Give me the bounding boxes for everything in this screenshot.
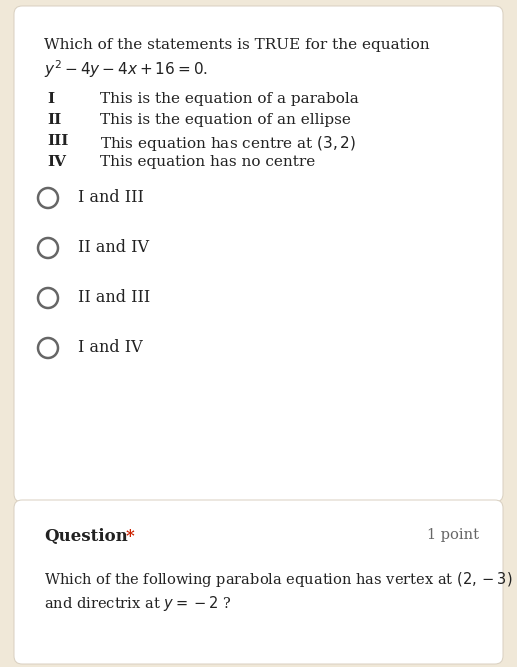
Text: I and IV: I and IV (78, 340, 143, 356)
Text: III: III (47, 134, 68, 148)
Circle shape (38, 188, 58, 208)
Text: Question: Question (44, 528, 128, 545)
FancyBboxPatch shape (14, 6, 503, 502)
Text: This is the equation of a parabola: This is the equation of a parabola (100, 92, 359, 106)
Text: This is the equation of an ellipse: This is the equation of an ellipse (100, 113, 351, 127)
Text: This equation has centre at $(3,2)$: This equation has centre at $(3,2)$ (100, 134, 356, 153)
Text: II: II (47, 113, 61, 127)
Text: I and III: I and III (78, 189, 144, 207)
Circle shape (38, 288, 58, 308)
Text: II and IV: II and IV (78, 239, 149, 257)
Text: Which of the following parabola equation has vertex at $(2,-3)$: Which of the following parabola equation… (44, 570, 512, 589)
FancyBboxPatch shape (14, 500, 503, 664)
Circle shape (38, 238, 58, 258)
Text: 1 point: 1 point (427, 528, 479, 542)
Text: $y^2 - 4y - 4x + 16 = 0$.: $y^2 - 4y - 4x + 16 = 0$. (44, 58, 208, 79)
Text: Which of the statements is TRUE for the equation: Which of the statements is TRUE for the … (44, 38, 430, 52)
Text: II and III: II and III (78, 289, 150, 307)
Circle shape (38, 338, 58, 358)
Text: I: I (47, 92, 54, 106)
Text: IV: IV (47, 155, 66, 169)
Text: and directrix at $y = -2$ ?: and directrix at $y = -2$ ? (44, 594, 231, 613)
Text: This equation has no centre: This equation has no centre (100, 155, 315, 169)
Text: *: * (126, 528, 135, 545)
